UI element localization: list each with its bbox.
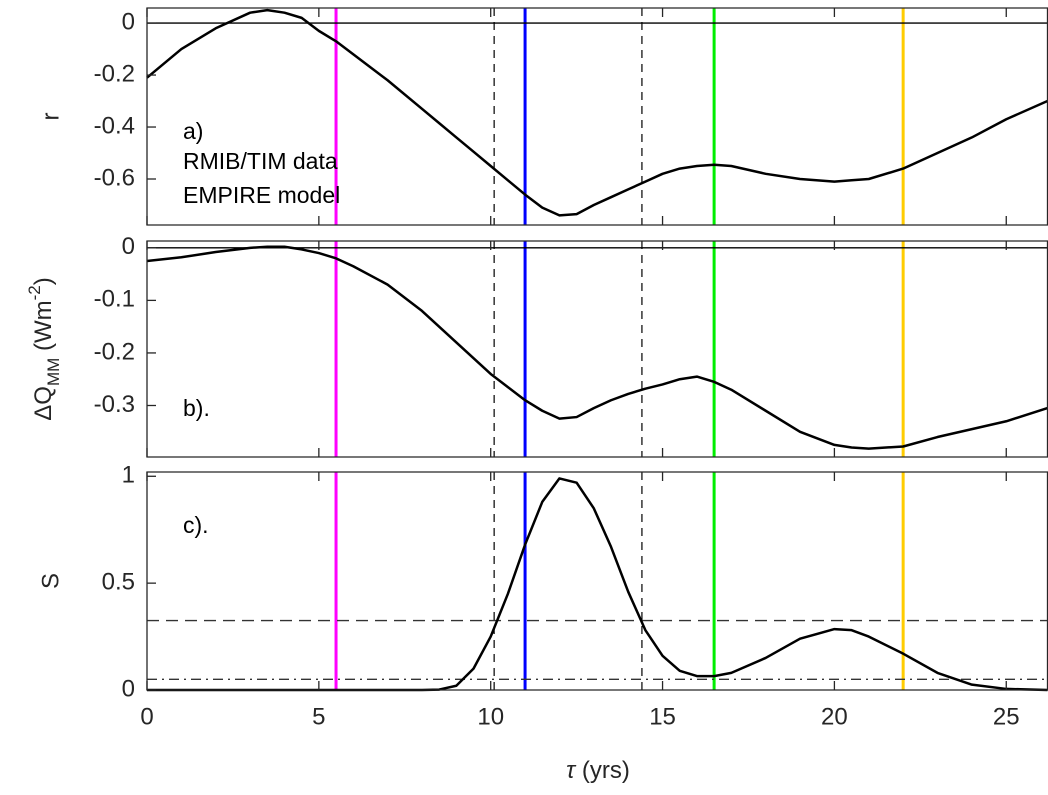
y-tick-label: 0 <box>122 8 135 35</box>
y-label-main: ΔQ <box>30 386 57 421</box>
y-tick-label: -0.4 <box>94 112 135 139</box>
annotation: EMPIRE model <box>183 182 340 208</box>
y-axis-label: r <box>37 113 64 121</box>
x-tick-label: 15 <box>649 703 676 730</box>
y-tick-label: -0.1 <box>94 286 135 313</box>
y-tick-label: 0.5 <box>102 568 135 595</box>
y-tick-label: 0 <box>122 233 135 260</box>
y-tick-label: -0.2 <box>94 60 135 87</box>
axes-box <box>146 240 1048 458</box>
y-label-sub: MM <box>44 358 63 386</box>
x-label-text: (yrs) <box>582 757 630 784</box>
axes-box <box>146 471 1048 691</box>
y-tick-label: 1 <box>122 462 135 489</box>
annotation: RMIB/TIM data <box>183 148 338 174</box>
annotation: c). <box>183 512 209 538</box>
y-axis-label: S <box>37 573 64 589</box>
data-line <box>147 477 1048 692</box>
x-tick-label: 0 <box>140 703 153 730</box>
x-tick-label: 25 <box>993 703 1020 730</box>
y-label-unit: (Wm <box>30 300 57 357</box>
x-label-symbol: τ <box>566 757 577 784</box>
y-label-sup: -2 <box>25 285 44 300</box>
x-axis-label: τ (yrs) <box>566 757 630 784</box>
y-tick-label: -0.2 <box>94 338 135 365</box>
y-tick-label: 0 <box>122 675 135 702</box>
x-tick-label: 20 <box>821 703 848 730</box>
annotation: a) <box>183 118 203 144</box>
data-line <box>146 245 1048 450</box>
data-line <box>146 8 1048 217</box>
y-tick-label: -0.6 <box>94 164 135 191</box>
y-label-close: ) <box>30 277 57 285</box>
annotation: b). <box>183 395 210 421</box>
y-axis-label: ΔQMM (Wm-2) <box>25 277 63 420</box>
y-tick-label: -0.3 <box>94 391 135 418</box>
x-tick-label: 10 <box>477 703 504 730</box>
x-tick-label: 5 <box>312 703 325 730</box>
